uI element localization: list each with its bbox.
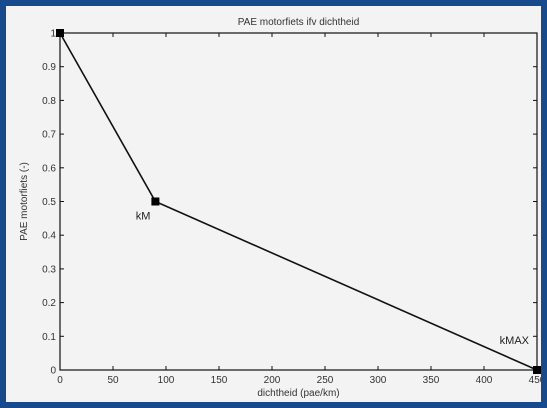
y-tick-label: 0.5 bbox=[42, 197, 56, 208]
chart-title: PAE motorfiets ifv dichtheid bbox=[238, 17, 360, 28]
y-tick-labels: 0 0.1 0.2 0.3 0.4 0.5 0.6 0.7 0.8 0.9 1 bbox=[42, 29, 56, 377]
x-tick-label: 0 bbox=[57, 375, 63, 386]
axis-ticks bbox=[59, 32, 538, 371]
y-tick-label: 1 bbox=[50, 29, 56, 40]
data-point bbox=[533, 366, 541, 374]
y-tick-label: 0 bbox=[50, 366, 56, 377]
series-line bbox=[59, 32, 538, 371]
y-tick-label: 0.8 bbox=[42, 96, 56, 107]
y-tick-label: 0.9 bbox=[42, 62, 56, 73]
x-tick-label: 400 bbox=[476, 375, 493, 386]
x-tick-label: 350 bbox=[423, 375, 440, 386]
y-tick-label: 0.6 bbox=[42, 163, 56, 174]
chart-frame: PAE motorfiets ifv dichtheid 0 50 100 150 20… bbox=[6, 6, 541, 402]
x-tick-label: 50 bbox=[107, 375, 119, 386]
data-point bbox=[56, 29, 64, 37]
annotation-label: kM bbox=[136, 211, 151, 223]
x-tick-label: 100 bbox=[158, 375, 175, 386]
x-tick-label: 150 bbox=[211, 375, 228, 386]
y-tick-label: 0.2 bbox=[42, 298, 56, 309]
x-tick-label: 300 bbox=[370, 375, 387, 386]
x-axis-label: dichtheid (pae/km) bbox=[257, 388, 339, 399]
annotation-label: kMAX bbox=[500, 335, 530, 347]
data-point bbox=[151, 197, 160, 206]
x-tick-label: 200 bbox=[264, 375, 281, 386]
y-tick-label: 0.7 bbox=[42, 130, 56, 141]
line-chart: PAE motorfiets ifv dichtheid 0 50 100 150 20… bbox=[19, 17, 541, 399]
plot-area bbox=[59, 32, 538, 371]
y-axis-label: PAE motorfiets (-) bbox=[19, 162, 30, 241]
x-tick-label: 250 bbox=[317, 375, 334, 386]
x-tick-labels: 0 50 100 150 200 250 300 350 400 450 bbox=[57, 375, 541, 386]
y-tick-label: 0.4 bbox=[42, 231, 56, 242]
y-tick-label: 0.1 bbox=[42, 332, 56, 343]
x-tick-label: 450 bbox=[529, 375, 541, 386]
data-points bbox=[56, 29, 541, 374]
y-tick-label: 0.3 bbox=[42, 264, 56, 275]
annotations: kM kMAX bbox=[136, 211, 530, 348]
